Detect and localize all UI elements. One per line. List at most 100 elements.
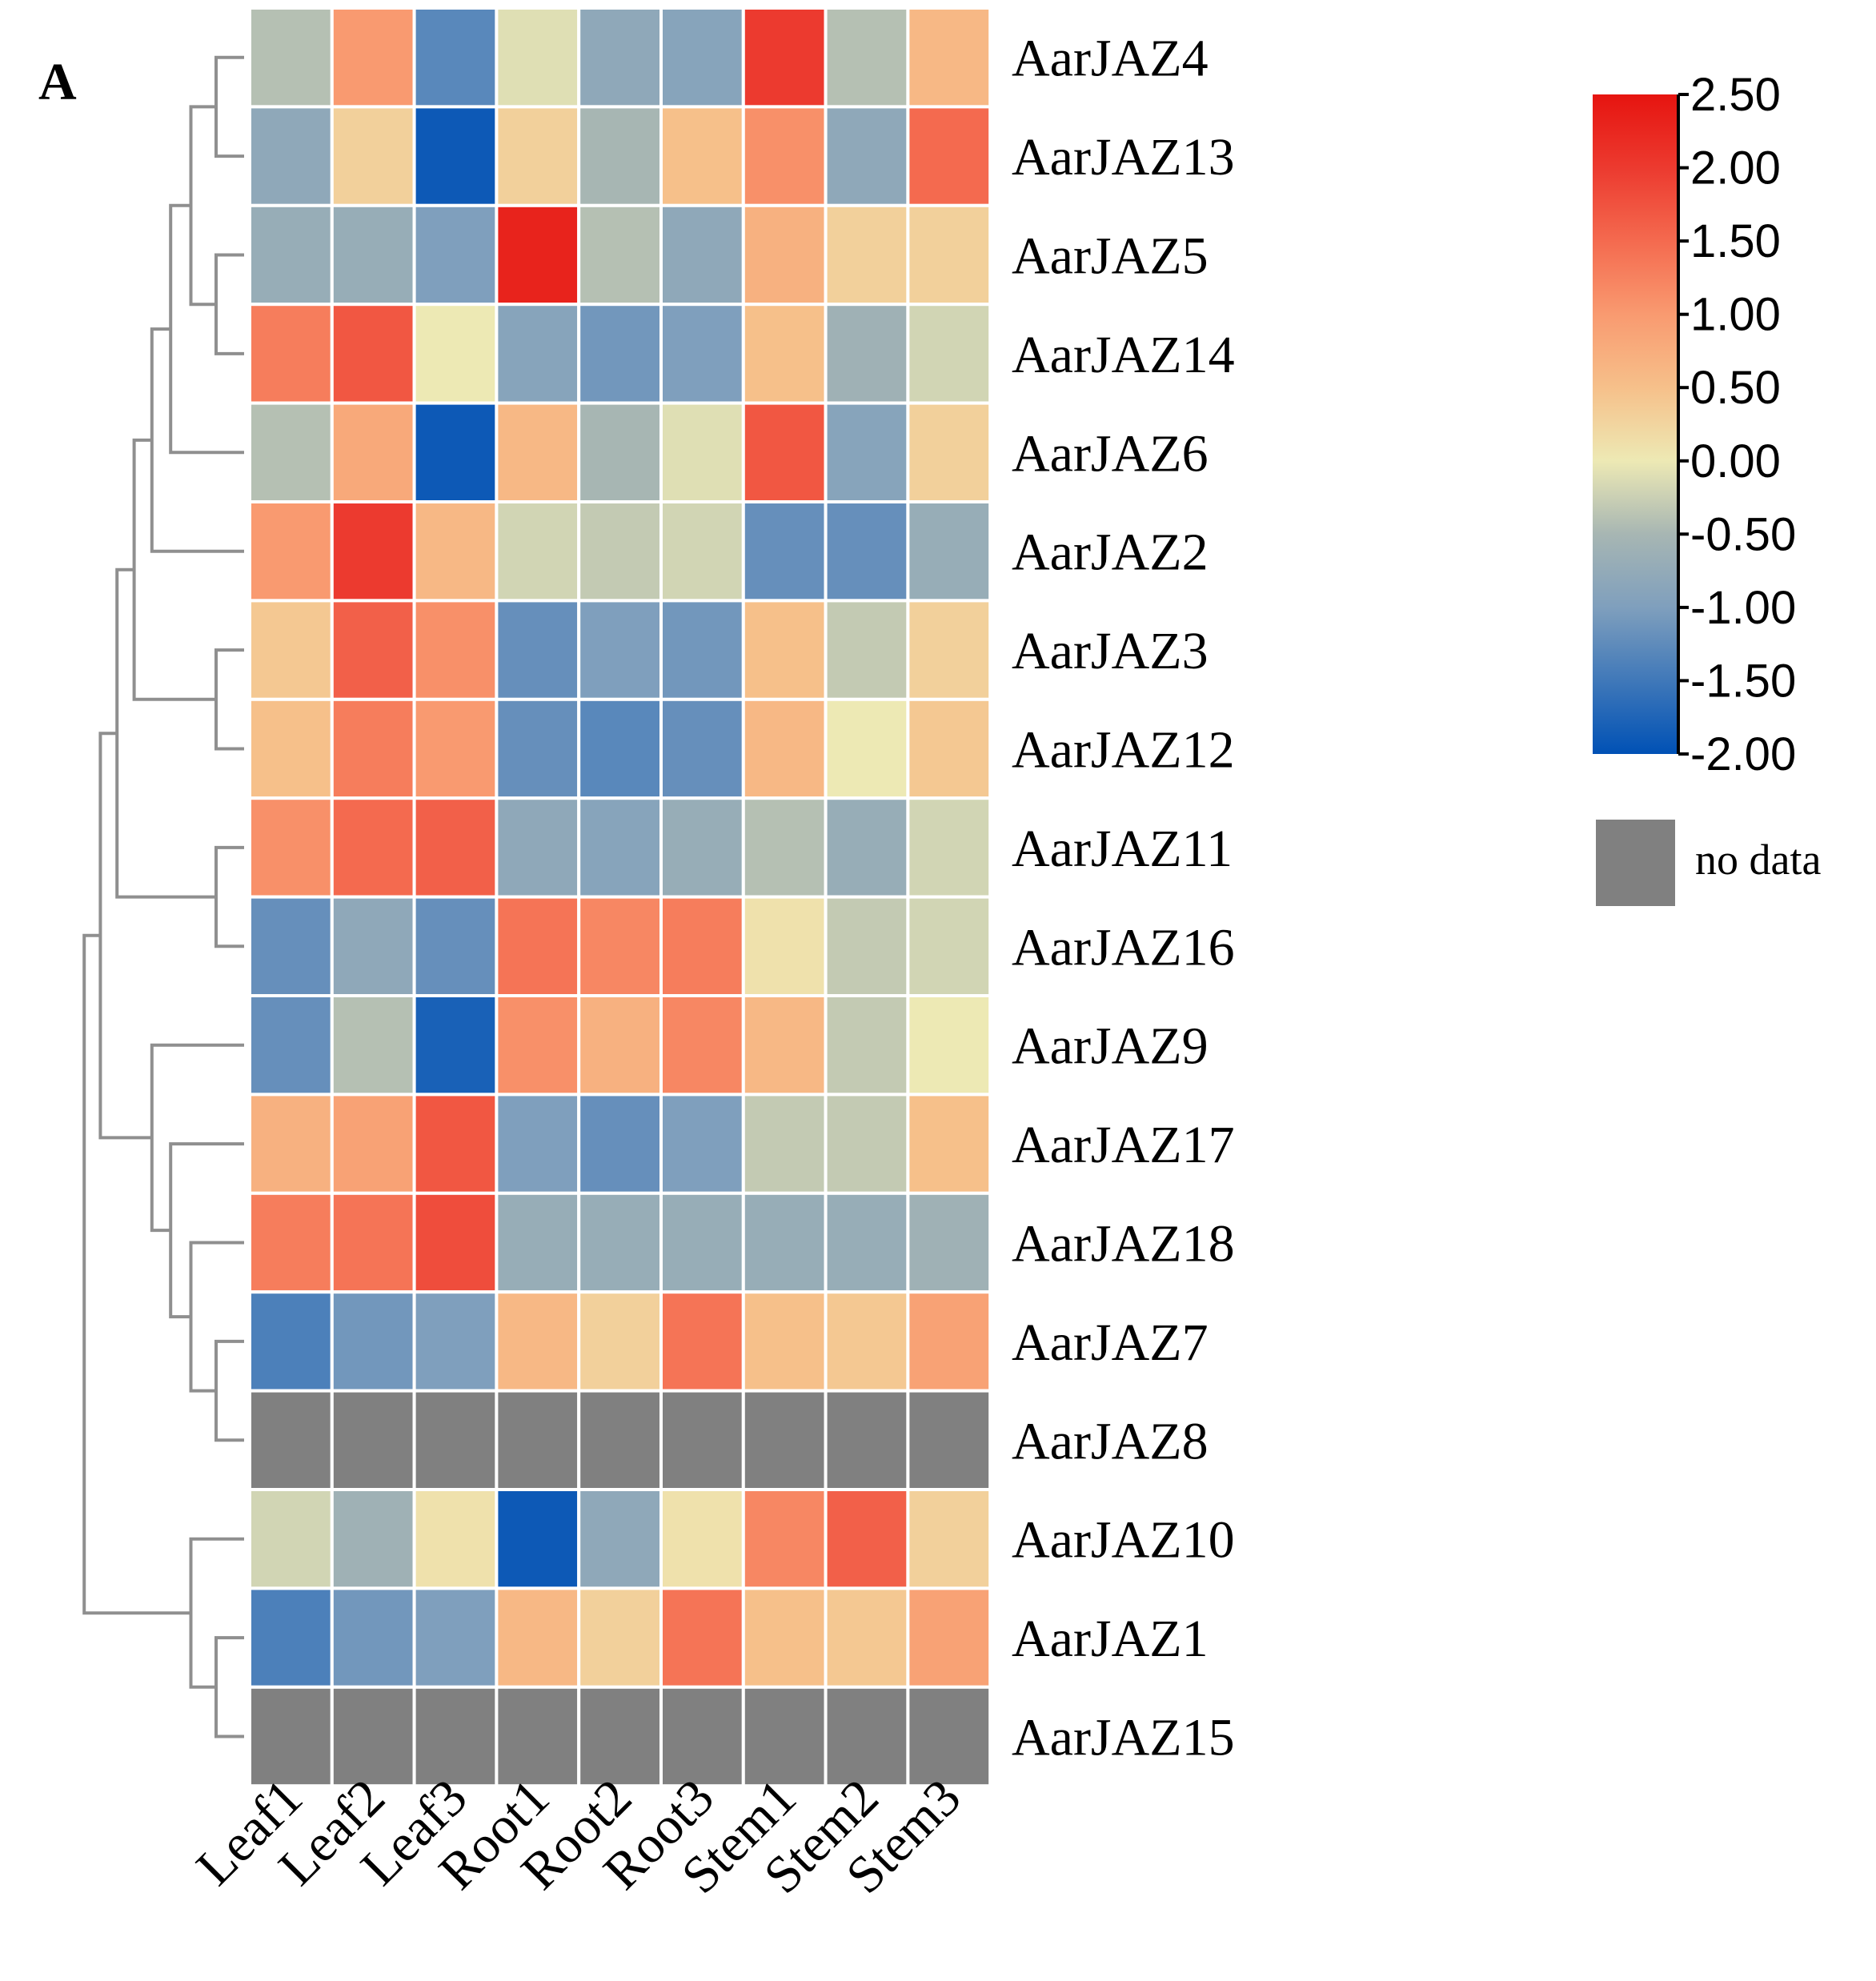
heatmap-cell (495, 994, 581, 1097)
heatmap-cell (330, 895, 416, 997)
heatmap-cell (577, 994, 663, 1097)
heatmap-cell (824, 1488, 910, 1590)
heatmap-cell (741, 500, 828, 603)
heatmap-cell (495, 401, 581, 504)
heatmap-cell (248, 105, 334, 207)
heatmap-cell (248, 1389, 334, 1491)
heatmap-cell (330, 500, 416, 603)
heatmap-cell (330, 697, 416, 800)
heatmap-cell (330, 994, 416, 1097)
row-label: AarJAZ18 (1012, 1215, 1235, 1273)
heatmap-cell (330, 1488, 416, 1590)
heatmap-cell (824, 1191, 910, 1294)
heatmap-cell (659, 401, 745, 504)
heatmap-cell (330, 599, 416, 701)
heatmap-cell (577, 1685, 663, 1788)
heatmap-cell (412, 1093, 499, 1195)
heatmap-cell (495, 1488, 581, 1590)
heatmap-cell (824, 203, 910, 307)
heatmap-cell (824, 599, 910, 701)
heatmap-cell (824, 1093, 910, 1195)
color-legend-tick-label: 0.50 (1690, 362, 1781, 414)
heatmap-cell (412, 6, 499, 109)
heatmap-cell (659, 697, 745, 800)
color-legend-ticks: 2.50 2.00 1.50 1.00 0.50 0.00 -0.50 -1.00 -1.50 -… (1678, 69, 1796, 780)
heatmap-cell (412, 895, 499, 997)
heatmap-cell (824, 796, 910, 899)
heatmap-cell (330, 6, 416, 109)
heatmap-cell (824, 1389, 910, 1491)
heatmap-cell (906, 697, 992, 800)
heatmap-cell (741, 1488, 828, 1590)
heatmap-cell (495, 1290, 581, 1393)
heatmap-cell (577, 895, 663, 997)
heatmap-cell (495, 796, 581, 899)
heatmap-cell (495, 599, 581, 701)
heatmap-cell (906, 796, 992, 899)
heatmap-cell (412, 1290, 499, 1393)
heatmap-cell (577, 1488, 663, 1590)
heatmap-cell (248, 1586, 334, 1689)
heatmap-cell (495, 1586, 581, 1689)
dendrogram-branch (189, 105, 216, 307)
heatmap-cell (412, 1389, 499, 1491)
heatmap-cell (577, 6, 663, 109)
heatmap-cell (412, 1685, 499, 1788)
heatmap-cell (248, 796, 334, 899)
dendrogram-branch (132, 438, 216, 701)
heatmap-cell (906, 1389, 992, 1491)
heatmap-cell (330, 105, 416, 207)
heatmap-cell (824, 895, 910, 997)
heatmap-cell (824, 1290, 910, 1393)
heatmap-cell (824, 1685, 910, 1788)
heatmap-cell (906, 303, 992, 405)
panel-letter: A (38, 53, 77, 111)
heatmap-cell (412, 599, 499, 701)
heatmap-cell (659, 500, 745, 603)
heatmap-cell (906, 6, 992, 109)
heatmap-cell (577, 105, 663, 207)
heatmap-cell (495, 500, 581, 603)
heatmap-cell (906, 599, 992, 701)
row-label: AarJAZ2 (1012, 523, 1209, 582)
no-data-swatch (1596, 820, 1675, 906)
heatmap-cell (741, 203, 828, 307)
heatmap-cell (330, 303, 416, 405)
row-label: AarJAZ3 (1012, 622, 1209, 680)
dendrogram-branch (214, 253, 244, 355)
no-data-legend: no data (1596, 820, 1821, 906)
dendrogram-branch (214, 1636, 244, 1738)
dendrogram-branch (169, 203, 244, 455)
row-label: AarJAZ16 (1012, 918, 1235, 976)
heatmap-cell (741, 1093, 828, 1195)
heatmap-cell (741, 1389, 828, 1491)
heatmap-cell (412, 796, 499, 899)
heatmap-cell (577, 599, 663, 701)
heatmap-cell (659, 1290, 745, 1393)
color-legend-tick-label: -0.50 (1690, 508, 1796, 560)
dendrogram-branch (150, 327, 244, 553)
heatmap-cell (659, 6, 745, 109)
heatmap-cell (906, 105, 992, 207)
row-label: AarJAZ8 (1012, 1412, 1209, 1470)
row-labels: AarJAZ4 AarJAZ13 AarJAZ5 AarJAZ14 AarJAZ6 Aar… (1012, 30, 1235, 1767)
dendrogram-branch (214, 845, 244, 948)
heatmap-cell (741, 1586, 828, 1689)
heatmap-cell (248, 895, 334, 997)
color-legend-tick-label: 0.00 (1690, 435, 1781, 487)
heatmap-cell (577, 796, 663, 899)
heatmap-cell (248, 1488, 334, 1590)
heatmap-cell (741, 303, 828, 405)
color-legend-tick-label: 2.00 (1690, 142, 1781, 194)
heatmap-cell (495, 895, 581, 997)
heatmap-cell (330, 203, 416, 307)
heatmap-cell (248, 500, 334, 603)
heatmap-cell (495, 1389, 581, 1491)
heatmap-cell (412, 994, 499, 1097)
color-legend-tick-label: -1.50 (1690, 655, 1796, 707)
heatmap-cell (577, 1191, 663, 1294)
heatmap-cell (412, 500, 499, 603)
heatmap-cell (741, 895, 828, 997)
heatmap-cell (248, 303, 334, 405)
